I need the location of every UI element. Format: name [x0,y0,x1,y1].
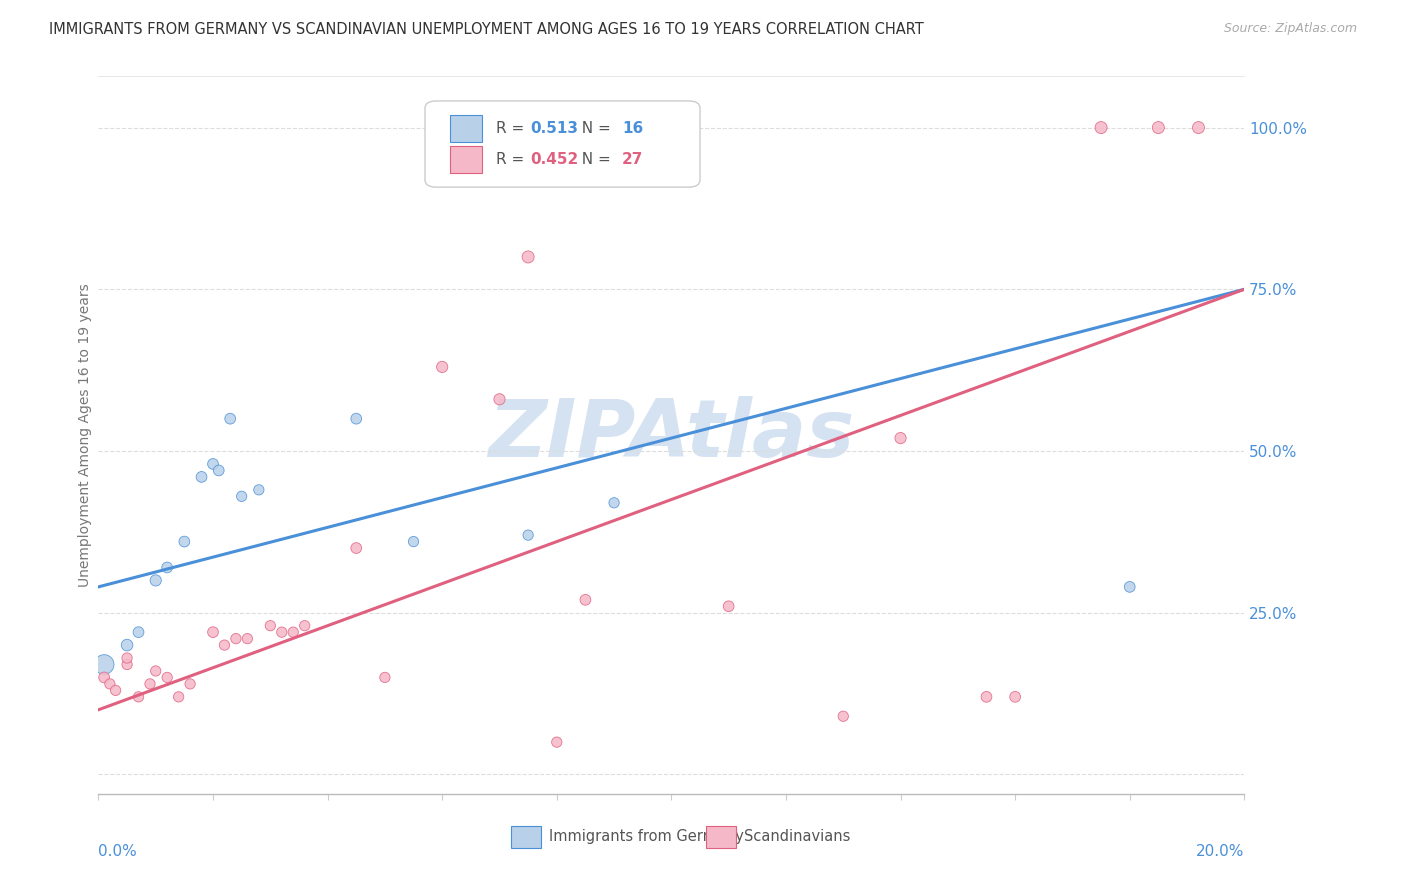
Bar [450,114,482,142]
Point [93,657,115,672]
Point [231,489,253,503]
Point [145,664,167,678]
Text: R =: R = [496,120,529,136]
Point [236,632,259,646]
Text: N =: N = [572,120,616,136]
Point [156,560,179,574]
Point [344,541,367,555]
Point [574,592,596,607]
Text: N =: N = [572,153,616,168]
Point [98,677,121,691]
Point [832,709,855,723]
Point [128,625,150,640]
Text: 0.0%: 0.0% [98,845,138,859]
Point [115,638,138,652]
Point [374,670,396,684]
Text: Immigrants from Germany: Immigrants from Germany [548,830,744,845]
Point [179,677,201,691]
Point [247,483,270,497]
Point [139,677,162,691]
Bar [450,146,482,173]
Point [270,625,292,640]
Point [214,638,236,652]
Point [156,670,179,684]
Text: ZIPAtlas: ZIPAtlas [488,396,855,474]
Point [430,359,453,374]
Point [259,618,281,632]
Point [517,528,540,542]
Point [402,534,425,549]
Point [890,431,912,445]
Point [208,463,231,477]
Text: Source: ZipAtlas.com: Source: ZipAtlas.com [1223,22,1357,36]
Point [517,250,540,264]
Point [976,690,998,704]
Point [603,496,626,510]
Point [202,625,225,640]
Point [115,657,138,672]
Text: 27: 27 [621,153,644,168]
Text: 20.0%: 20.0% [1197,845,1244,859]
Point [93,670,115,684]
Point [717,599,740,614]
Point [115,651,138,665]
Text: 0.452: 0.452 [530,153,579,168]
Text: Scandinavians: Scandinavians [744,830,851,845]
Point [128,690,150,704]
Point [225,632,247,646]
Point [173,534,195,549]
Point [190,470,212,484]
Y-axis label: Unemployment Among Ages 16 to 19 years: Unemployment Among Ages 16 to 19 years [77,283,91,587]
Point [546,735,568,749]
Text: 0.513: 0.513 [530,120,578,136]
Point [1090,120,1112,135]
Point [219,411,242,425]
Text: 16: 16 [621,120,644,136]
Bar [706,826,735,847]
Point [1147,120,1170,135]
Point [145,574,167,588]
FancyBboxPatch shape [425,101,700,187]
Point [202,457,225,471]
Point [167,690,190,704]
Point [294,618,316,632]
Bar [510,826,541,847]
Text: R =: R = [496,153,529,168]
Point [283,625,305,640]
Point [1187,120,1209,135]
Point [488,392,510,407]
Point [344,411,367,425]
Text: IMMIGRANTS FROM GERMANY VS SCANDINAVIAN UNEMPLOYMENT AMONG AGES 16 TO 19 YEARS C: IMMIGRANTS FROM GERMANY VS SCANDINAVIAN … [49,22,924,37]
Point [104,683,127,698]
Point [1119,580,1142,594]
Point [1004,690,1026,704]
